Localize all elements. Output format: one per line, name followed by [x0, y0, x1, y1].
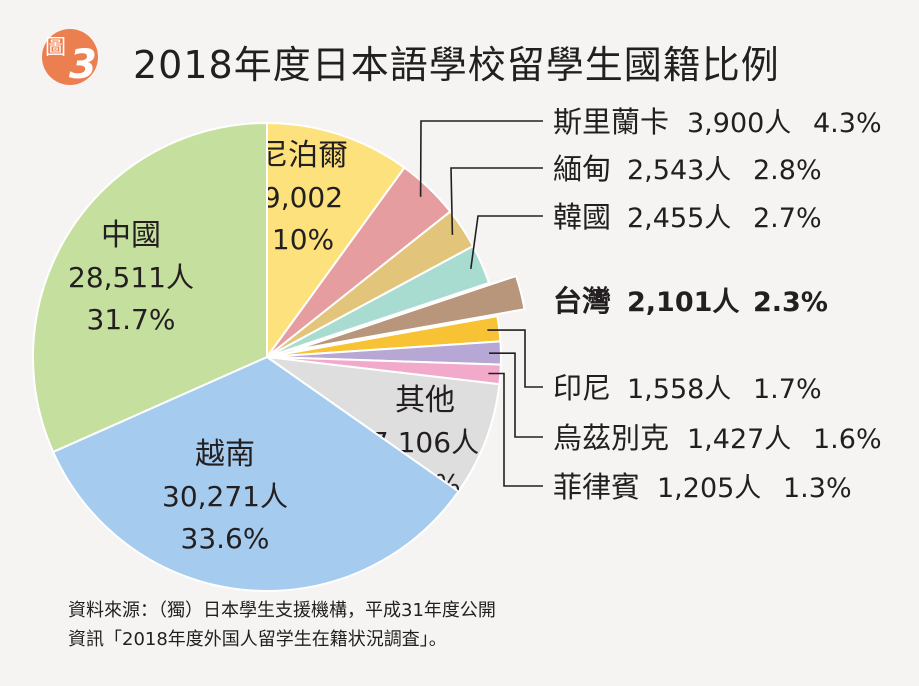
slice-4-percent: 2.3%: [753, 287, 828, 318]
slice-7-label: 菲律賓: [553, 470, 640, 504]
slice-5-percent: 1.7%: [753, 374, 822, 405]
source-line-2: 資訊「2018年度外国人留学生在籍状況調査」。: [68, 629, 447, 650]
pie-slice-9: [51, 355, 460, 592]
slice-3-label: 韓國: [553, 200, 611, 234]
slice-9-percent: 33.6%: [181, 522, 270, 555]
slice-3-percent: 2.7%: [753, 203, 822, 234]
slice-1-percent: 4.3%: [813, 108, 882, 139]
slice-6-leader-line: [489, 352, 543, 438]
pie-slice-4: [293, 274, 526, 352]
slice-9-label: 越南: [195, 437, 255, 472]
slice-2-label: 緬甸: [553, 152, 611, 186]
pie-slice-0: [266, 121, 406, 361]
slice-9-value: 30,271人: [162, 480, 288, 513]
slice-7-leader-line: [488, 372, 543, 487]
slice-5-value: 1,558人: [627, 374, 731, 405]
slice-2-leader-line: [450, 167, 543, 235]
source-note: 資料來源：（獨）日本學生支援機構，平成31年度公開 資訊「2018年度外国人留学…: [68, 596, 496, 654]
pie-slice-8: [266, 356, 501, 493]
slice-6-label: 烏茲別克: [553, 421, 669, 455]
slice-3-value: 2,455人: [627, 203, 731, 234]
slice-3-leader-line: [470, 215, 543, 270]
slice-1-label: 斯里蘭卡: [553, 105, 669, 139]
slice-10-percent: 31.7%: [87, 303, 176, 336]
slice-0-label: 尼泊爾: [258, 138, 348, 173]
slice-1-value: 3,900人: [687, 108, 791, 139]
slice-5-label: 印尼: [553, 371, 611, 405]
slice-4-label: 台灣: [553, 284, 611, 318]
slice-0-percent: 10%: [272, 223, 334, 256]
slice-2-value: 2,543人: [627, 155, 731, 186]
slice-10-value: 28,511人: [68, 261, 194, 294]
slice-6-percent: 1.6%: [813, 424, 882, 455]
slice-0-value: 9,002: [263, 181, 343, 214]
pie-slice-10: [32, 121, 268, 454]
figure-badge: 圖 3: [38, 28, 102, 86]
badge-text: 圖: [45, 35, 66, 59]
slice-10-label: 中國: [101, 218, 161, 253]
slice-2-percent: 2.8%: [753, 155, 822, 186]
source-line-1: 資料來源：（獨）日本學生支援機構，平成31年度公開: [68, 600, 496, 621]
chart-title: 2018年度日本語學校留學生國籍比例: [133, 43, 780, 87]
slice-7-value: 1,205人: [657, 473, 761, 504]
slice-8-label: 其他: [395, 383, 455, 418]
slice-4-value: 2,101人: [627, 287, 739, 318]
badge-number: 3: [69, 42, 97, 86]
slice-1-leader-line: [419, 120, 543, 197]
slice-7-percent: 1.3%: [783, 473, 852, 504]
slice-5-leader-line: [487, 329, 543, 388]
slice-6-value: 1,427人: [687, 424, 791, 455]
